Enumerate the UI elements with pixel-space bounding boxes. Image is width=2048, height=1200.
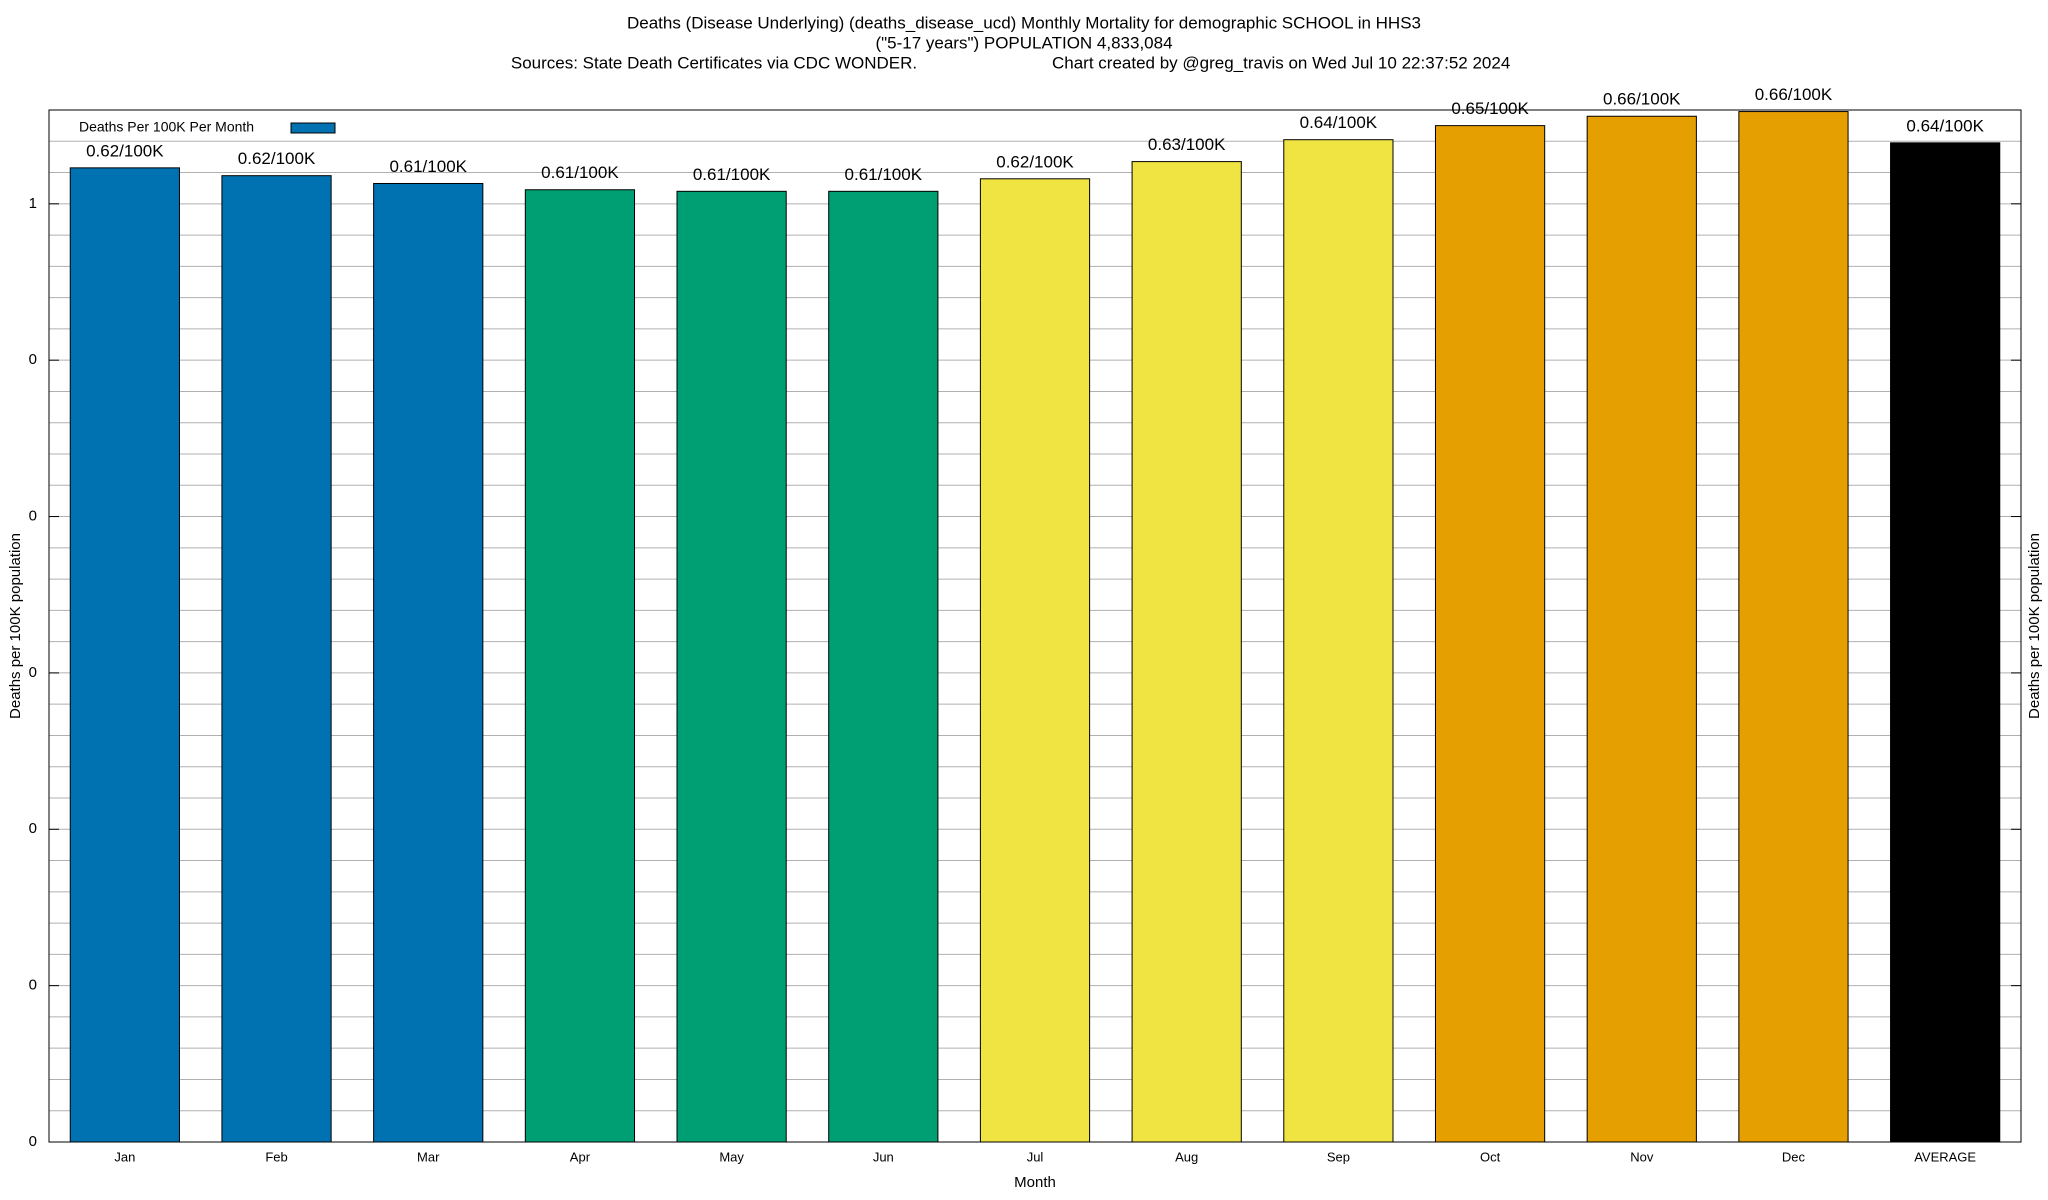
- y-tick-label: 0: [29, 820, 37, 837]
- bar: [221, 175, 332, 1143]
- value-label: 0.62/100K: [86, 141, 164, 160]
- bar: [1283, 139, 1394, 1143]
- chart-subtitle: ("5-17 years") POPULATION 4,833,084: [875, 33, 1172, 52]
- x-tick-label: Jan: [114, 1149, 135, 1164]
- bar: [828, 190, 939, 1143]
- x-tick-label: Sep: [1327, 1149, 1350, 1164]
- chart-source: Sources: State Death Certificates via CD…: [511, 53, 917, 72]
- y-tick-label: 0: [29, 1133, 37, 1150]
- value-label: 0.66/100K: [1603, 90, 1681, 109]
- value-label: 0.61/100K: [693, 165, 771, 184]
- bar: [1586, 115, 1697, 1143]
- value-label: 0.61/100K: [389, 157, 467, 176]
- x-tick-label: Nov: [1630, 1149, 1654, 1164]
- x-tick-label: Feb: [265, 1149, 287, 1164]
- x-tick-label: Apr: [570, 1149, 591, 1164]
- x-tick-label: May: [719, 1149, 744, 1164]
- legend-swatch: [290, 122, 336, 134]
- x-tick-label: Aug: [1175, 1149, 1198, 1164]
- x-tick-label: AVERAGE: [1914, 1149, 1976, 1164]
- bar: [1738, 111, 1849, 1143]
- value-label: 0.62/100K: [238, 149, 316, 168]
- value-label: 0.64/100K: [1300, 113, 1378, 132]
- chart-title: Deaths (Disease Underlying) (deaths_dise…: [627, 13, 1421, 32]
- y2-axis-label: Deaths per 100K population: [2026, 533, 2043, 719]
- bar: [524, 189, 636, 1143]
- bar: [676, 190, 787, 1143]
- value-label: 0.63/100K: [1148, 135, 1226, 154]
- y-tick-label: 0: [29, 508, 37, 525]
- value-label: 0.61/100K: [541, 163, 619, 182]
- value-label: 0.64/100K: [1906, 116, 1984, 135]
- y-tick-label: 0: [29, 977, 37, 994]
- x-tick-label: Jun: [873, 1149, 894, 1164]
- legend-label: Deaths Per 100K Per Month: [79, 119, 254, 135]
- bar: [979, 178, 1091, 1143]
- x-tick-label: Oct: [1480, 1149, 1501, 1164]
- y-tick-label: 0: [29, 664, 37, 681]
- bar: [373, 182, 484, 1143]
- y-axis-label: Deaths per 100K population: [7, 533, 24, 719]
- bar: [1434, 125, 1546, 1143]
- x-tick-label: Mar: [417, 1149, 440, 1164]
- value-label: 0.66/100K: [1755, 85, 1833, 104]
- bar: [1890, 142, 2001, 1143]
- y-tick-label: 0: [29, 351, 37, 368]
- value-label: 0.62/100K: [996, 152, 1074, 171]
- bar: [1131, 161, 1242, 1143]
- x-axis-label: Month: [1014, 1174, 1056, 1191]
- x-tick-label: Dec: [1782, 1149, 1806, 1164]
- bar: [69, 167, 180, 1143]
- plot-frame: [48, 109, 2022, 1143]
- value-label: 0.65/100K: [1451, 99, 1529, 118]
- x-tick-label: Jul: [1027, 1149, 1044, 1164]
- value-label: 0.61/100K: [845, 165, 923, 184]
- chart-credit: Chart created by @greg_travis on Wed Jul…: [1052, 53, 1510, 72]
- y-tick-label: 1: [29, 195, 37, 212]
